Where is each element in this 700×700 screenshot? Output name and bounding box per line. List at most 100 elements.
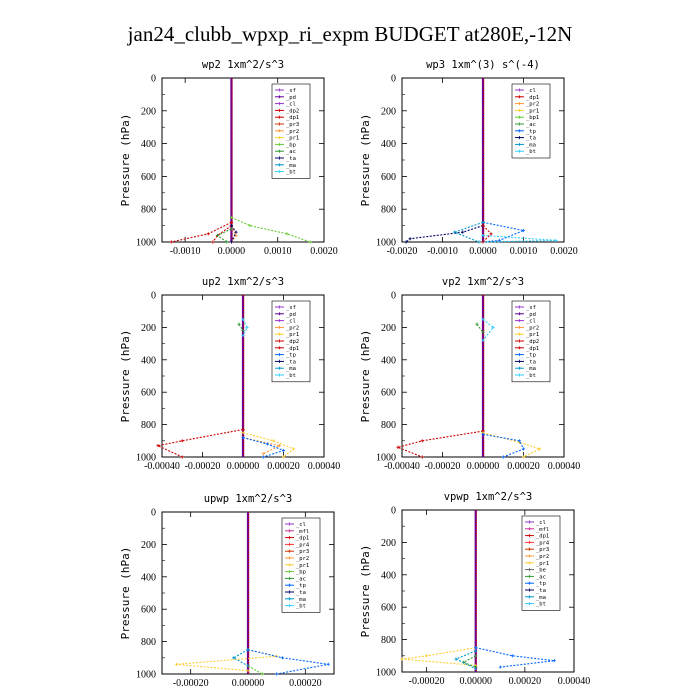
legend-label: _cl [286,319,296,325]
legend-marker [277,102,282,106]
y-tick-label: 200 [381,323,396,334]
legend-marker [287,604,292,608]
series-point-ma [474,667,478,671]
y-tick-label: 600 [381,603,396,614]
series-point-dp2 [180,439,184,443]
series-line-dp2 [396,430,484,458]
y-tick-label: 800 [381,420,396,431]
series-point-ta [229,240,234,244]
y-axis-label: Pressure (hPa) [359,330,372,423]
series-line-ma [232,649,249,667]
legend-label: _ac [536,574,546,580]
y-tick-label: 0 [151,291,156,302]
x-tick-label: 0.00020 [509,676,542,687]
legend-marker [277,332,282,336]
series-point-ma [246,648,250,652]
series-point-dp1 [489,232,493,236]
series-point-tp [481,432,485,436]
series-line-bp [247,665,263,675]
series-point-pr2 [277,444,282,448]
x-tick-label: -0.0010 [427,246,458,257]
legend-marker [517,149,522,153]
legend-marker [287,542,292,546]
series-line-bt [482,318,494,341]
series-point-bt [481,233,485,238]
series-point-bt [241,333,245,338]
x-tick-label: 0.00000 [467,461,500,472]
legend-label: _ma [526,142,536,148]
legend-label: _mfl [296,529,309,535]
y-tick-label: 200 [381,106,396,117]
panel-title: vp2 1xm^2/s^3 [442,276,524,288]
legend-marker [517,325,522,329]
x-tick-label: 0.00040 [558,676,591,687]
legend-marker [277,115,282,119]
x-tick-label: 0.0020 [310,246,338,257]
legend-label: _pr3 [296,549,309,555]
legend-label: _ma [286,163,296,169]
series-point-ac [481,330,485,334]
legend-marker [277,170,282,174]
series-line-bt [242,319,248,336]
x-tick-label: -0.00020 [173,678,209,689]
y-tick-label: 400 [141,355,156,366]
legend-marker [277,305,282,309]
legend-marker [287,583,292,587]
legend-marker [287,549,292,553]
panel-5: vpwp 1xm^2/s^3 Pressure (hPa) 0 200 400 600 80… [359,491,590,687]
series-point-pr1 [400,657,404,661]
series-point-bp [285,232,289,236]
legend-label: _ac [286,149,296,155]
series-point-ta [229,224,234,228]
legend-label: _dp2 [286,108,299,114]
legend-label: _pr1 [286,332,299,338]
series-point-pr1 [538,447,542,451]
series-point-pr1 [521,455,526,459]
series-point-bt [491,325,495,329]
y-tick-label: 600 [141,172,156,183]
y-tick-label: 600 [381,172,396,183]
legend-label: _pr2 [286,129,299,135]
series-point-tp [265,442,269,446]
y-tick-label: 1000 [136,670,156,681]
series-point-dp2 [396,445,400,449]
y-tick-label: 0 [391,506,396,517]
y-tick-label: 0 [151,74,156,85]
legend-label: _ac [296,576,306,582]
legend-marker [277,366,282,370]
legend-label: _pr1 [526,108,539,114]
legend-label: _tp [526,129,536,135]
series-point-ta [408,237,412,241]
legend-marker [517,319,522,323]
y-tick-label: 200 [141,106,156,117]
series-point-tp [326,662,330,666]
series-point-dp1 [481,224,485,228]
series-point-bt [481,338,485,342]
panel-1: wp3 1xm^(3) s^(-4) Pressure (hPa) 0 200 400 6… [359,59,578,257]
legend-label: _bt [536,602,546,608]
x-tick-label: -0.00040 [144,461,180,472]
legend-marker [517,88,522,92]
legend-marker [527,588,532,592]
legend-marker [287,529,292,533]
y-tick-label: 200 [141,323,156,334]
legend-label: _dp2 [526,339,539,345]
series-point-tp [552,659,556,663]
legend-marker [517,102,522,106]
series-line-tp [482,433,525,458]
legend-label: _cl [286,102,296,108]
legend-marker [527,602,532,606]
x-tick-label: -0.00020 [425,461,461,472]
series-point-dp2 [241,427,245,432]
legend-marker [277,359,282,363]
legend-label: _sf [526,305,536,311]
legend-marker [517,122,522,126]
y-axis-label: Pressure (hPa) [359,545,372,638]
y-tick-label: 400 [381,139,396,150]
y-tick-label: 800 [381,205,396,216]
legend-label: _ma [286,366,296,372]
y-axis-label: Pressure (hPa) [119,547,132,640]
legend-label: _dp1 [286,115,299,121]
y-axis-label: Pressure (hPa) [359,114,372,207]
legend-label: _bt [296,604,306,610]
